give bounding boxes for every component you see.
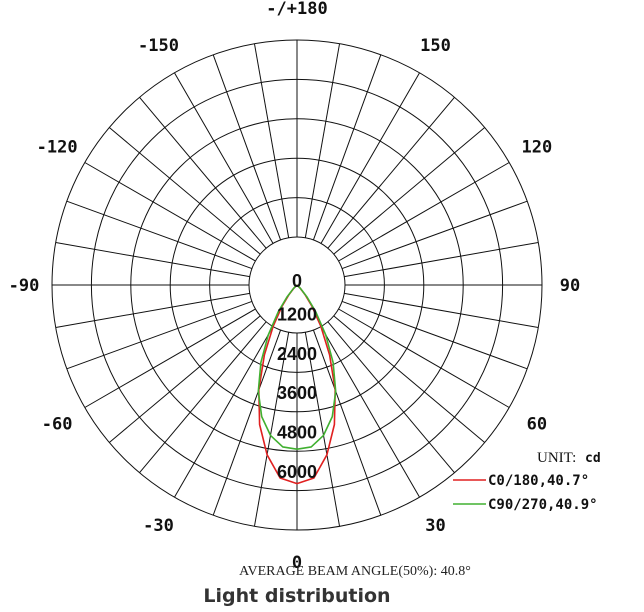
grid-spoke-310 xyxy=(108,315,261,443)
grid-spoke-320 xyxy=(139,321,267,474)
grid-spoke-30 xyxy=(320,326,420,498)
grid-spoke-290 xyxy=(66,300,253,370)
grid-spoke-60 xyxy=(338,308,510,408)
grid-spoke-150 xyxy=(320,72,420,244)
grid-spoke-40 xyxy=(327,321,455,474)
legend-label-c0: C0/180,40.7° xyxy=(488,473,589,489)
grid-spoke-250 xyxy=(66,200,253,270)
grid-spoke-80 xyxy=(344,292,539,329)
angle-label-11: 0 xyxy=(292,553,302,573)
grid-spoke-260 xyxy=(55,241,250,278)
grid-spoke-340 xyxy=(212,329,282,516)
grid-spoke-220 xyxy=(139,96,267,249)
angle-label-10: 30 xyxy=(425,516,445,536)
grid-spoke-330 xyxy=(174,326,274,498)
angle-label-4: 120 xyxy=(522,138,553,158)
grid-spoke-20 xyxy=(312,329,382,516)
radial-tick-2: 2400 xyxy=(277,344,317,364)
chart-caption: Light distribution xyxy=(203,585,390,607)
radial-tick-5: 6000 xyxy=(277,462,317,482)
grid-spoke-210 xyxy=(174,72,274,244)
polar-grid xyxy=(51,39,543,531)
grid-spoke-70 xyxy=(341,300,528,370)
angle-label-7: -60 xyxy=(42,415,73,435)
angle-label-3: -120 xyxy=(37,138,78,158)
beam-angle-footnote: AVERAGE BEAM ANGLE(50%): 40.8° xyxy=(239,564,471,579)
grid-spoke-130 xyxy=(333,127,486,255)
grid-spoke-230 xyxy=(108,127,261,255)
angle-label-1: -150 xyxy=(138,36,179,56)
grid-spoke-100 xyxy=(344,241,539,278)
angle-label-0: -/+180 xyxy=(266,0,327,19)
radial-tick-0: 0 xyxy=(292,271,302,291)
grid-spoke-200 xyxy=(212,54,282,241)
radial-tick-3: 3600 xyxy=(277,383,317,403)
polar-labels: -/+180 -150 150 -120 120 -90 90 -60 60 -30 30 0 0 120… xyxy=(9,0,581,573)
angle-label-5: -90 xyxy=(9,276,40,296)
radial-tick-1: 1200 xyxy=(277,304,317,324)
angle-label-8: 60 xyxy=(527,415,547,435)
angle-label-9: -30 xyxy=(143,516,174,536)
grid-spoke-190 xyxy=(253,43,290,238)
grid-spoke-350 xyxy=(253,332,290,527)
grid-spoke-50 xyxy=(333,315,486,443)
radial-tick-4: 4800 xyxy=(277,423,317,443)
grid-spoke-140 xyxy=(327,96,455,249)
series-curve-1 xyxy=(257,284,337,450)
unit-prefix: UNIT: xyxy=(537,450,576,466)
grid-spoke-170 xyxy=(304,43,341,238)
grid-spoke-120 xyxy=(338,162,510,262)
legend-label-c90: C90/270,40.9° xyxy=(488,497,598,513)
angle-label-2: 150 xyxy=(420,36,451,56)
grid-spoke-300 xyxy=(84,308,256,408)
grid-spoke-240 xyxy=(84,162,256,262)
grid-spoke-160 xyxy=(312,54,382,241)
series-curves xyxy=(257,284,337,485)
unit-value: cd xyxy=(585,451,601,466)
grid-spoke-110 xyxy=(341,200,528,270)
grid-spoke-280 xyxy=(55,292,250,329)
series-curve-0 xyxy=(258,284,336,485)
angle-label-6: 90 xyxy=(560,276,580,296)
grid-spoke-10 xyxy=(304,332,341,527)
